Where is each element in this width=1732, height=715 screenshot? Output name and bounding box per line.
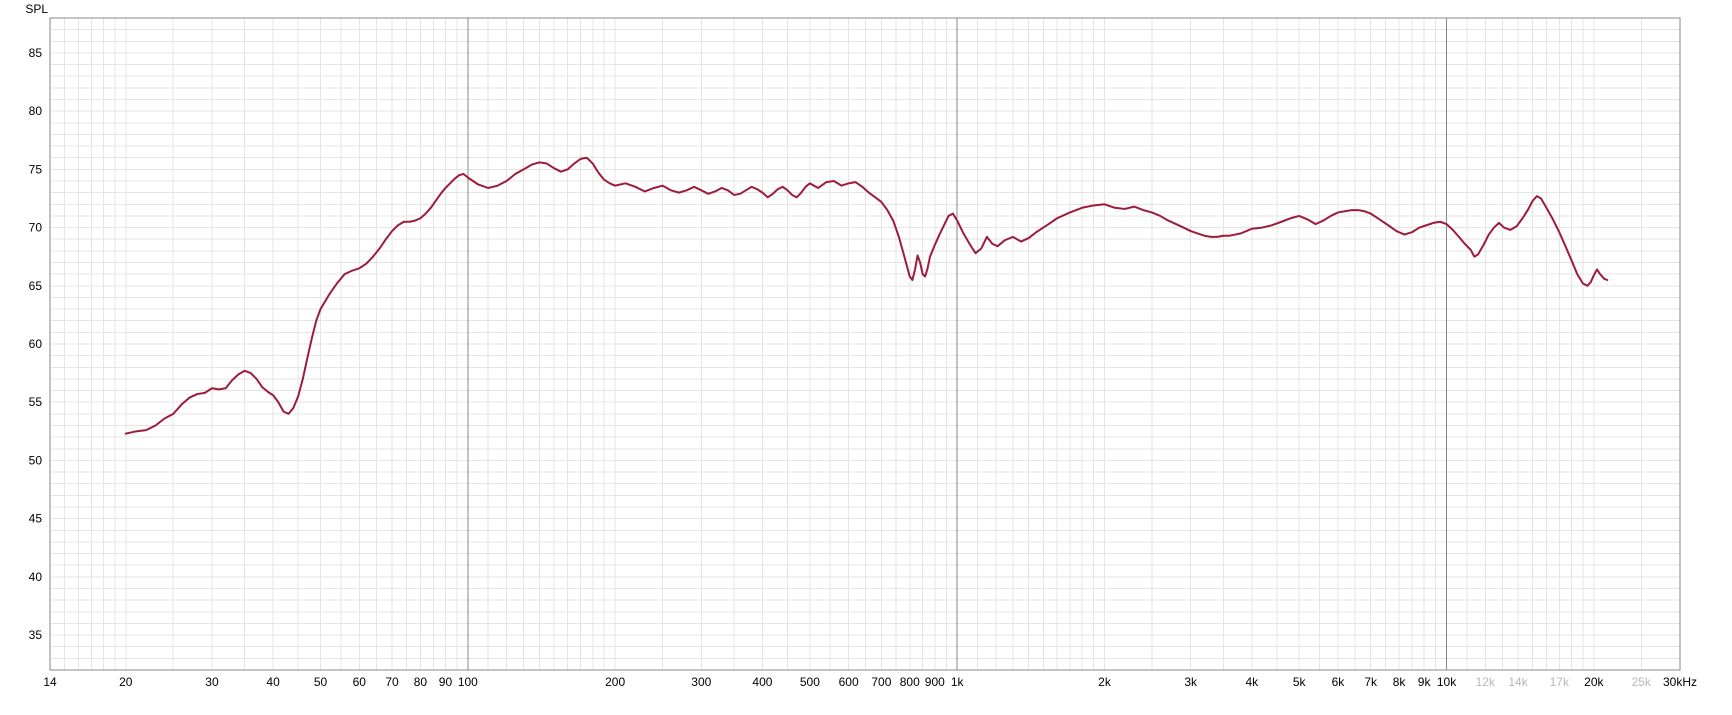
- svg-text:2k: 2k: [1098, 675, 1112, 689]
- svg-text:80: 80: [414, 675, 428, 689]
- frequency-response-chart: 35 40 45 50 55 60 65 70 75 80 85 SPL 14 20 30 40 50 60 70 8…: [0, 0, 1732, 715]
- x-axis-unit: 30kHz: [1663, 675, 1697, 689]
- svg-text:90: 90: [439, 675, 453, 689]
- svg-text:12k: 12k: [1476, 675, 1496, 689]
- svg-text:200: 200: [605, 675, 625, 689]
- svg-text:85: 85: [29, 46, 43, 60]
- svg-text:80: 80: [29, 104, 43, 118]
- svg-text:3k: 3k: [1184, 675, 1198, 689]
- svg-text:4k: 4k: [1245, 675, 1259, 689]
- svg-text:50: 50: [314, 675, 328, 689]
- svg-text:400: 400: [752, 675, 772, 689]
- svg-text:60: 60: [353, 675, 367, 689]
- svg-text:50: 50: [29, 453, 43, 467]
- svg-text:20k: 20k: [1584, 675, 1604, 689]
- y-axis-title: SPL: [25, 2, 48, 16]
- svg-text:14k: 14k: [1508, 675, 1528, 689]
- svg-text:700: 700: [871, 675, 891, 689]
- svg-text:75: 75: [29, 162, 43, 176]
- svg-text:1k: 1k: [951, 675, 965, 689]
- svg-text:100: 100: [458, 675, 478, 689]
- svg-text:40: 40: [29, 570, 43, 584]
- svg-text:8k: 8k: [1393, 675, 1407, 689]
- svg-text:14: 14: [43, 675, 57, 689]
- svg-text:45: 45: [29, 512, 43, 526]
- svg-text:30: 30: [205, 675, 219, 689]
- svg-text:40: 40: [266, 675, 280, 689]
- svg-text:70: 70: [385, 675, 399, 689]
- svg-text:20: 20: [119, 675, 133, 689]
- svg-text:900: 900: [925, 675, 945, 689]
- chart-svg: 35 40 45 50 55 60 65 70 75 80 85 SPL 14 20 30 40 50 60 70 8…: [0, 0, 1732, 715]
- svg-text:5k: 5k: [1293, 675, 1307, 689]
- svg-text:600: 600: [839, 675, 859, 689]
- svg-text:300: 300: [691, 675, 711, 689]
- svg-text:9k: 9k: [1418, 675, 1432, 689]
- svg-text:35: 35: [29, 628, 43, 642]
- svg-text:500: 500: [800, 675, 820, 689]
- svg-text:70: 70: [29, 221, 43, 235]
- svg-text:10k: 10k: [1437, 675, 1457, 689]
- svg-text:55: 55: [29, 395, 43, 409]
- svg-text:6k: 6k: [1332, 675, 1346, 689]
- svg-text:60: 60: [29, 337, 43, 351]
- svg-text:800: 800: [900, 675, 920, 689]
- svg-text:65: 65: [29, 279, 43, 293]
- svg-text:25k: 25k: [1632, 675, 1652, 689]
- svg-text:17k: 17k: [1550, 675, 1570, 689]
- svg-text:7k: 7k: [1364, 675, 1378, 689]
